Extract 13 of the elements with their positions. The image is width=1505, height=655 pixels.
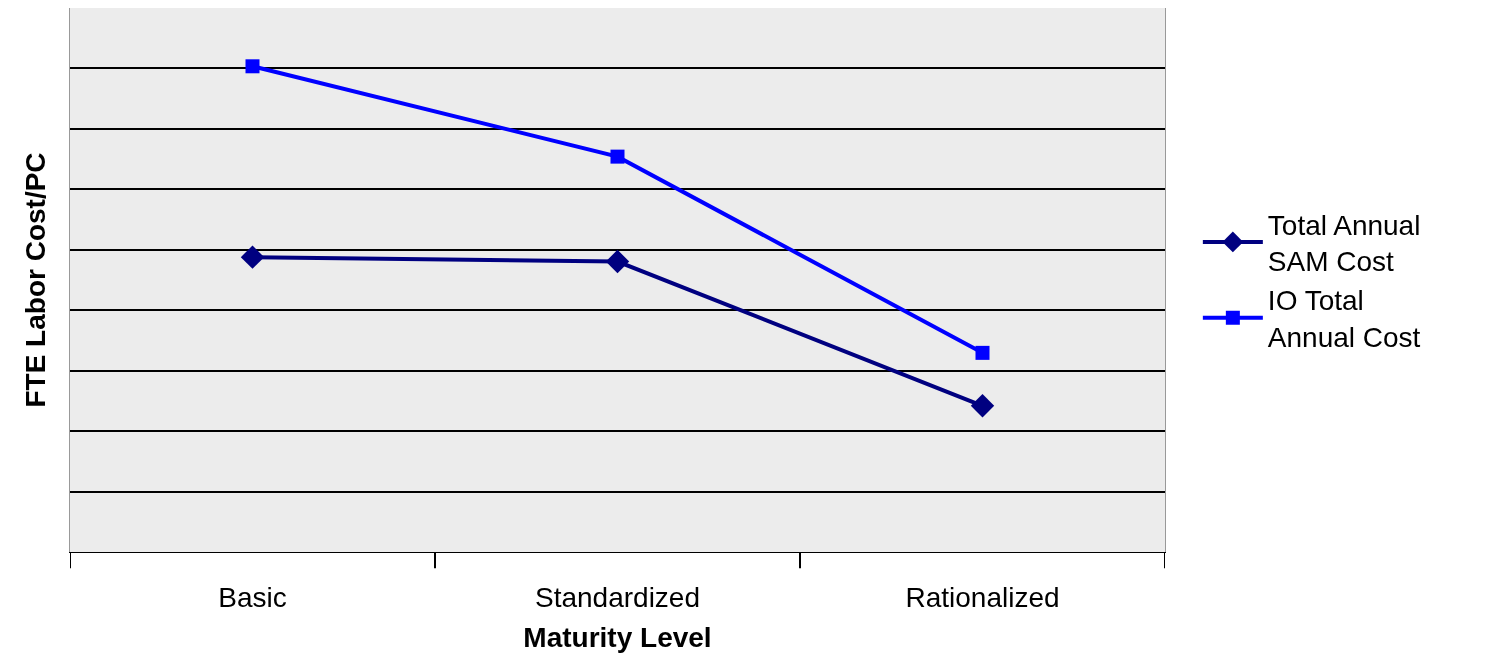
legend-label: IO Total Annual Cost <box>1267 285 1421 353</box>
x-tick-label: Rationalized <box>905 581 1060 613</box>
point <box>610 149 625 164</box>
point <box>970 394 995 418</box>
point <box>245 59 260 74</box>
legend-label: Total Annual SAM Cost <box>1267 209 1421 278</box>
x-axis-title: Maturity Level <box>523 621 712 653</box>
point <box>240 245 265 269</box>
x-tick-label: Standardized <box>534 581 701 613</box>
point <box>605 249 630 274</box>
y-axis-title: FTE Labor Cost/PC <box>19 152 51 408</box>
x-tick-label: Basic <box>218 581 287 613</box>
point <box>975 345 990 360</box>
